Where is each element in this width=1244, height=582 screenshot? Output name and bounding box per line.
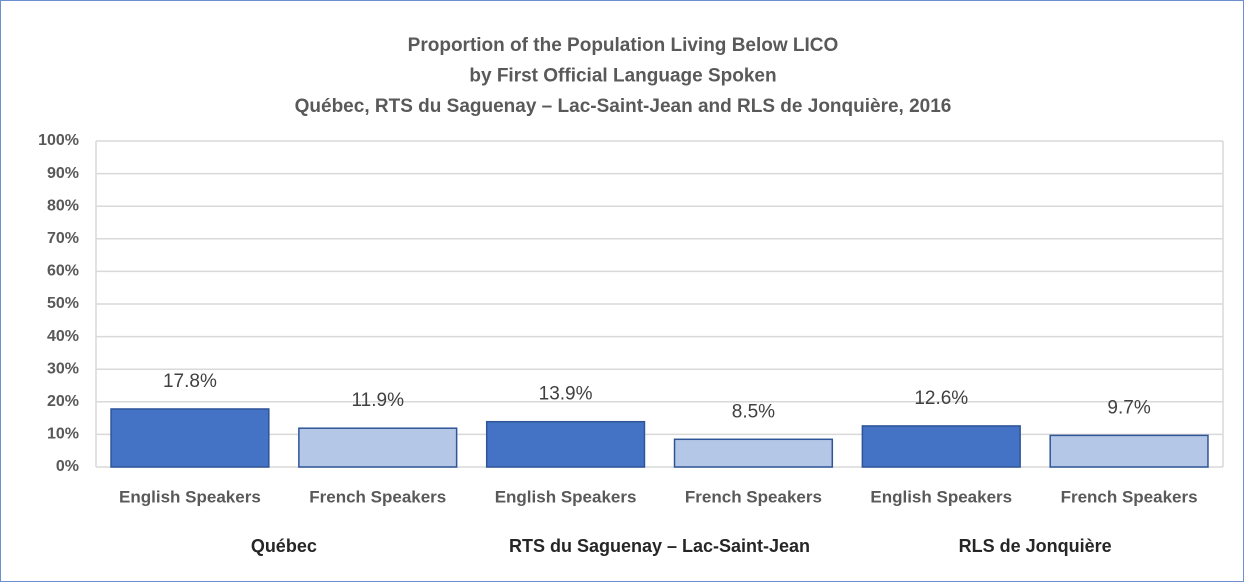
x-tick-label: French Speakers xyxy=(685,487,822,506)
y-tick-label: 10% xyxy=(47,426,79,443)
x-tick-label: French Speakers xyxy=(309,487,446,506)
y-tick-label: 50% xyxy=(47,295,79,312)
chart-title: Québec, RTS du Saguenay – Lac-Saint-Jean… xyxy=(295,96,952,117)
y-tick-label: 0% xyxy=(56,458,79,475)
y-tick-label: 80% xyxy=(47,197,79,214)
value-label: 13.9% xyxy=(539,384,593,405)
bar xyxy=(298,427,458,468)
y-tick-label: 30% xyxy=(47,360,79,377)
group-label: RLS de Jonquière xyxy=(958,536,1112,556)
group-label: RTS du Saguenay – Lac-Saint-Jean xyxy=(508,536,811,556)
bar xyxy=(861,425,1021,468)
value-label: 8.5% xyxy=(732,401,775,422)
bar xyxy=(110,408,270,468)
x-tick-label: English Speakers xyxy=(119,487,261,506)
x-tick-label: English Speakers xyxy=(495,487,637,506)
y-tick-label: 20% xyxy=(47,393,79,410)
y-tick-label: 100% xyxy=(38,132,79,149)
value-label: 11.9% xyxy=(352,390,405,411)
x-tick-label: French Speakers xyxy=(1061,487,1198,506)
y-tick-label: 70% xyxy=(47,230,79,247)
group-label: Québec xyxy=(250,536,317,556)
y-tick-label: 90% xyxy=(47,165,79,182)
value-label: 9.7% xyxy=(1107,397,1150,418)
chart-title: Proportion of the Population Living Belo… xyxy=(408,35,839,56)
chart-title: by First Official Language Spoken xyxy=(469,66,776,87)
bar xyxy=(485,420,646,468)
y-tick-label: 40% xyxy=(47,328,79,345)
bar xyxy=(673,438,834,468)
value-label: 17.8% xyxy=(163,371,217,392)
x-tick-label: English Speakers xyxy=(870,487,1012,506)
value-label: 12.6% xyxy=(914,388,968,409)
y-tick-label: 60% xyxy=(47,263,79,280)
bar xyxy=(1049,434,1209,468)
